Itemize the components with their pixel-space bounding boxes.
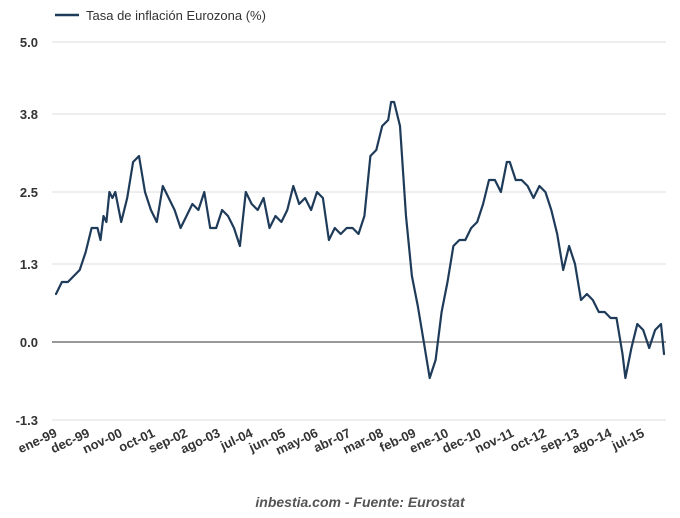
y-tick-label: 5.0 bbox=[20, 35, 38, 50]
y-axis-ticks: 5.0 3.8 2.5 1.3 0.0 -1.3 bbox=[16, 35, 38, 428]
y-tick-label: -1.3 bbox=[16, 413, 38, 428]
legend-label: Tasa de inflación Eurozona (%) bbox=[86, 8, 266, 23]
y-tick-label: 3.8 bbox=[20, 107, 38, 122]
source-note: inbestia.com - Fuente: Eurostat bbox=[255, 494, 466, 510]
gridlines bbox=[52, 41, 666, 421]
y-tick-label: 1.3 bbox=[20, 257, 38, 272]
series-line bbox=[54, 100, 666, 380]
legend: Tasa de inflación Eurozona (%) bbox=[55, 8, 266, 23]
series-group bbox=[54, 100, 666, 380]
y-tick-label: 0.0 bbox=[20, 335, 38, 350]
x-axis-ticks: ene-99dec-99nov-00oct-01sep-02ago-03jul-… bbox=[16, 425, 647, 458]
y-tick-label: 2.5 bbox=[20, 185, 38, 200]
x-tick-label: jul-15 bbox=[608, 425, 646, 453]
